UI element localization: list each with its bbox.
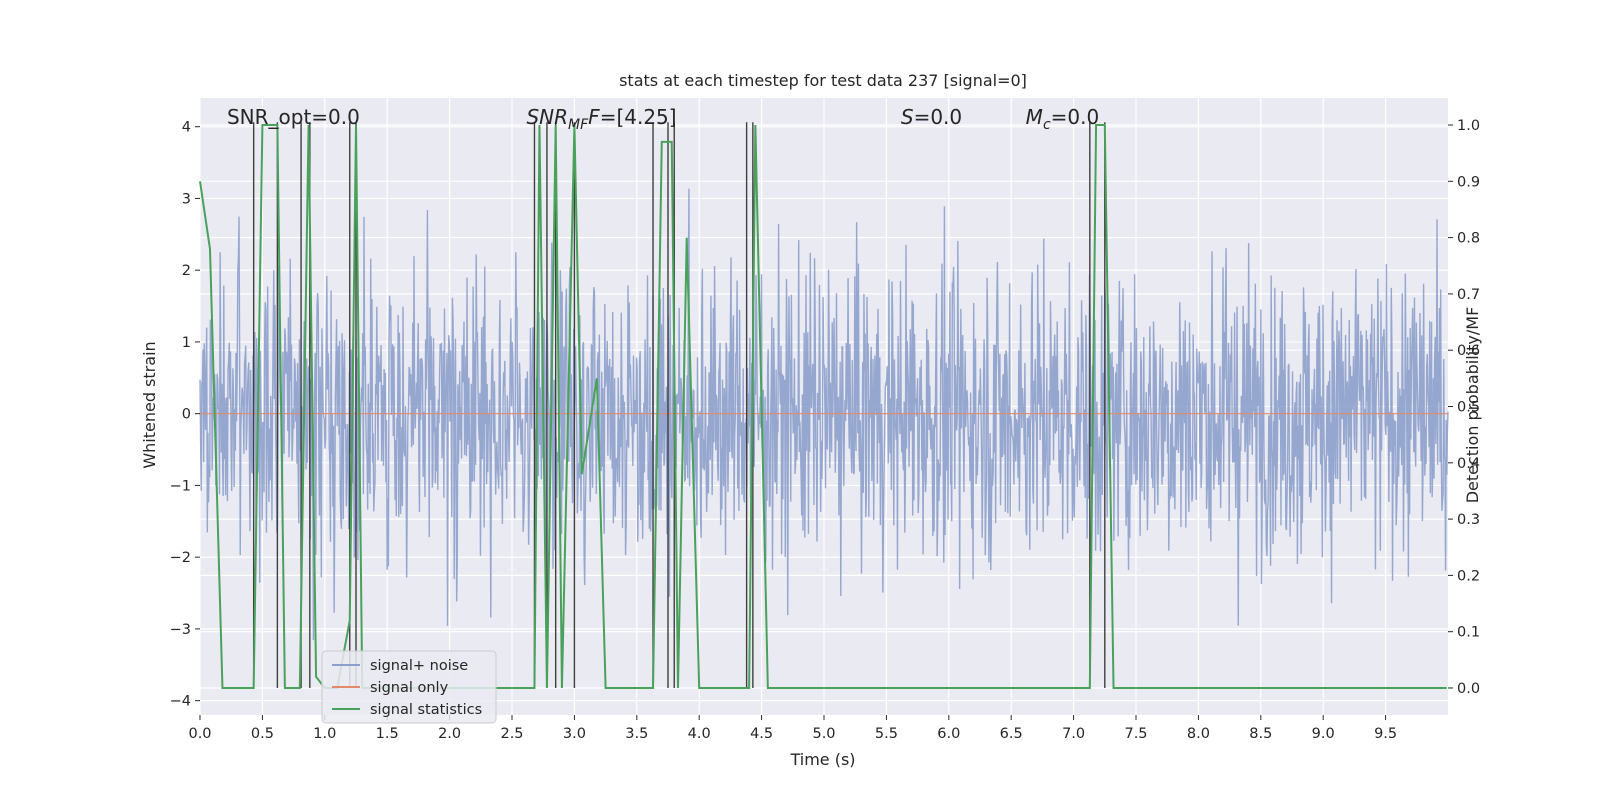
x-tick-label: 3.5 bbox=[625, 726, 648, 742]
y-tick-label: 1 bbox=[182, 335, 191, 351]
annotation-symbol: M bbox=[1026, 105, 1043, 129]
annotation-symbol: SNR bbox=[526, 105, 568, 129]
x-tick-label: 1.5 bbox=[376, 726, 399, 742]
y-tick-label: 4 bbox=[182, 120, 191, 136]
y-tick-label: 0 bbox=[182, 407, 191, 423]
annotation: S=0.0 bbox=[901, 105, 962, 129]
x-tick-label: 6.5 bbox=[1000, 726, 1023, 742]
annotation-subscript: MF bbox=[568, 117, 589, 133]
annotation-subscript: c bbox=[1043, 117, 1051, 133]
y-tick-label: 2 bbox=[182, 263, 191, 279]
y-tick-label: −4 bbox=[170, 694, 191, 710]
y2-tick-label: 0.0 bbox=[1457, 681, 1480, 697]
annotation-symbol-suffix: F bbox=[588, 105, 600, 129]
x-tick-label: 3.0 bbox=[563, 726, 586, 742]
y-axis-label: Whitened strain bbox=[140, 341, 159, 468]
x-tick-label: 5.0 bbox=[812, 726, 835, 742]
y2-tick-label: 0.1 bbox=[1457, 625, 1480, 641]
x-tick-label: 4.5 bbox=[750, 726, 773, 742]
x-tick-label: 7.5 bbox=[1124, 726, 1147, 742]
x-tick-label: 2.0 bbox=[438, 726, 461, 742]
y-tick-label: −1 bbox=[170, 478, 191, 494]
annotation-value: =[4.25] bbox=[600, 105, 677, 129]
legend-box bbox=[321, 650, 497, 724]
y-tick-label: 3 bbox=[182, 191, 191, 207]
annotation: SNRMFF=[4.25] bbox=[526, 105, 676, 133]
y2-axis-ticks: 0.0 0.1 0.2 0.3 0.4 0.5 0.6 0.7 0.8 0.9 1.0 bbox=[1448, 118, 1480, 697]
series-signal-statistics bbox=[199, 124, 1447, 689]
y2-tick-label: 0.5 bbox=[1457, 400, 1480, 416]
x-tick-label: 7.0 bbox=[1062, 726, 1085, 742]
statistics-line bbox=[199, 124, 1447, 689]
x-tick-label: 8.0 bbox=[1187, 726, 1210, 742]
annotations: SNR_opt=0.0 SNRMFF=[4.25] S=0.0 Mc=0.0 bbox=[227, 105, 1099, 133]
y2-tick-label: 1.0 bbox=[1457, 118, 1480, 134]
legend-label: signal statistics bbox=[370, 702, 482, 718]
y2-tick-label: 0.8 bbox=[1457, 231, 1480, 247]
y2-axis-label: Detection probability/MF bbox=[1463, 307, 1482, 504]
x-tick-label: 0.0 bbox=[188, 726, 211, 742]
annotation-symbol: S bbox=[901, 105, 914, 129]
annotation-value: =0.0 bbox=[1051, 105, 1100, 129]
y-axis-ticks: −4 −3 −2 −1 0 1 2 3 4 bbox=[170, 120, 200, 710]
x-tick-label: 1.0 bbox=[313, 726, 336, 742]
legend: signal+ noise signal only signal statistic… bbox=[321, 650, 497, 724]
y2-tick-label: 0.6 bbox=[1457, 343, 1480, 359]
noise-line bbox=[199, 188, 1449, 641]
x-tick-label: 2.5 bbox=[500, 726, 523, 742]
x-tick-label: 4.0 bbox=[688, 726, 711, 742]
chart-title: stats at each timestep for test data 237… bbox=[619, 71, 1027, 90]
y-tick-label: −2 bbox=[170, 550, 191, 566]
x-tick-label: 8.5 bbox=[1249, 726, 1272, 742]
annotation-value: =0.0 bbox=[914, 105, 963, 129]
y2-tick-label: 0.4 bbox=[1457, 456, 1480, 472]
x-axis-ticks: 0.0 0.5 1.0 1.5 2.0 2.5 3.0 3.5 4.0 4.5 5.0 5.5 6.0 6… bbox=[188, 715, 1397, 742]
legend-label: signal only bbox=[370, 680, 449, 696]
y-tick-label: −3 bbox=[170, 622, 191, 638]
x-tick-label: 6.0 bbox=[937, 726, 960, 742]
x-tick-label: 5.5 bbox=[875, 726, 898, 742]
y2-tick-label: 0.9 bbox=[1457, 174, 1480, 190]
x-tick-label: 9.5 bbox=[1374, 726, 1397, 742]
x-axis-label: Time (s) bbox=[789, 750, 855, 769]
annotation: Mc=0.0 bbox=[1026, 105, 1100, 133]
series-signal-noise bbox=[199, 188, 1449, 641]
annotation: SNR_opt=0.0 bbox=[227, 105, 360, 129]
x-tick-label: 0.5 bbox=[251, 726, 274, 742]
y2-tick-label: 0.2 bbox=[1457, 568, 1480, 584]
y2-tick-label: 0.7 bbox=[1457, 287, 1480, 303]
y2-tick-label: 0.3 bbox=[1457, 512, 1480, 528]
x-tick-label: 9.0 bbox=[1312, 726, 1335, 742]
legend-label: signal+ noise bbox=[370, 658, 468, 674]
